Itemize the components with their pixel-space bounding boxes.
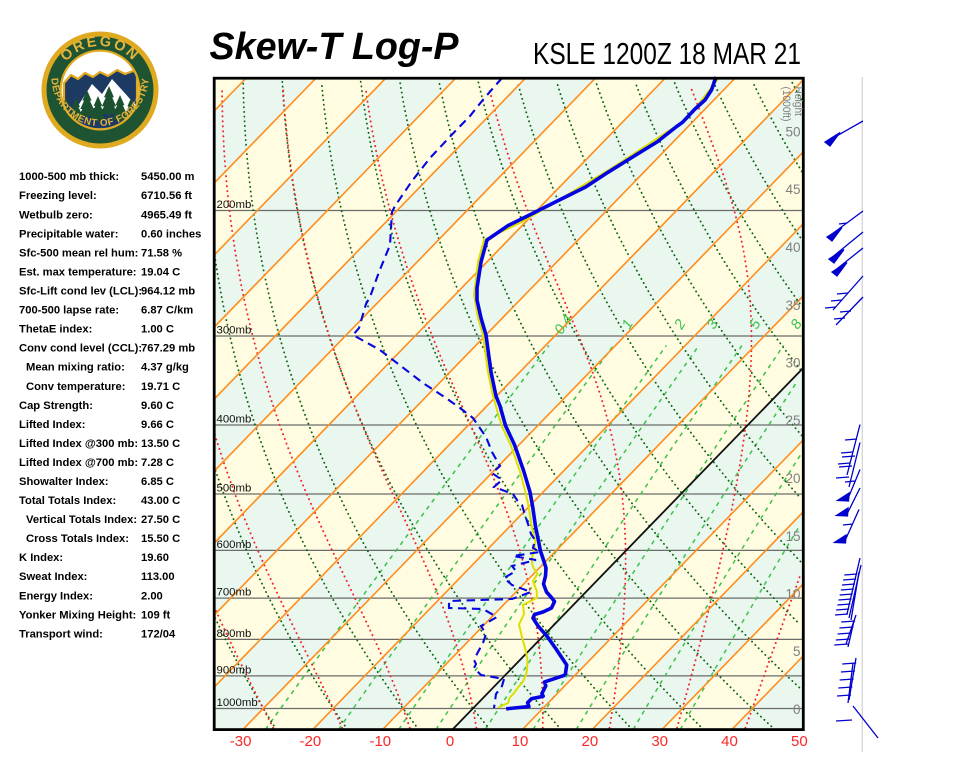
svg-text:10: 10 xyxy=(785,587,800,602)
svg-text:0: 0 xyxy=(446,733,454,750)
svg-text:27.50 C: 27.50 C xyxy=(141,514,180,526)
svg-text:2.00: 2.00 xyxy=(141,590,163,602)
svg-text:Sfc-Lift cond lev (LCL):: Sfc-Lift cond lev (LCL): xyxy=(19,286,142,298)
svg-text:Precipitable water:: Precipitable water: xyxy=(19,228,118,240)
svg-text:1000-500 mb thick:: 1000-500 mb thick: xyxy=(19,171,119,183)
svg-text:964.12 mb: 964.12 mb xyxy=(141,286,195,298)
svg-text:40: 40 xyxy=(721,733,738,750)
svg-text:7.28 C: 7.28 C xyxy=(141,457,174,469)
svg-text:900mb: 900mb xyxy=(217,665,252,677)
svg-text:-10: -10 xyxy=(369,733,391,750)
svg-text:1.00 C: 1.00 C xyxy=(141,324,174,336)
svg-text:ThetaE index:: ThetaE index: xyxy=(19,324,92,336)
svg-text:Total Totals Index:: Total Totals Index: xyxy=(19,495,116,507)
svg-text:6.85 C: 6.85 C xyxy=(141,476,174,488)
svg-text:Wetbulb zero:: Wetbulb zero: xyxy=(19,209,93,221)
svg-text:19.71 C: 19.71 C xyxy=(141,381,180,393)
svg-text:1000mb: 1000mb xyxy=(217,697,258,709)
svg-text:5: 5 xyxy=(793,644,801,659)
svg-text:Conv cond level (CCL):: Conv cond level (CCL): xyxy=(19,343,142,355)
svg-text:-30: -30 xyxy=(230,733,252,750)
svg-text:15: 15 xyxy=(785,529,800,544)
svg-text:Vertical Totals Index:: Vertical Totals Index: xyxy=(26,514,137,526)
svg-text:Freezing level:: Freezing level: xyxy=(19,190,97,202)
svg-text:30: 30 xyxy=(651,733,668,750)
svg-text:19.60: 19.60 xyxy=(141,552,169,564)
svg-text:35: 35 xyxy=(785,298,800,313)
svg-text:Sfc-500 mean rel hum:: Sfc-500 mean rel hum: xyxy=(19,247,138,259)
svg-text:40: 40 xyxy=(785,240,800,255)
svg-text:20: 20 xyxy=(785,471,800,486)
svg-text:Cross Totals Index:: Cross Totals Index: xyxy=(26,533,129,545)
svg-text:Lifted Index @700 mb:: Lifted Index @700 mb: xyxy=(19,457,138,469)
svg-text:50: 50 xyxy=(785,125,800,140)
svg-text:9.66 C: 9.66 C xyxy=(141,419,174,431)
svg-text:13.50 C: 13.50 C xyxy=(141,438,180,450)
svg-text:Yonker Mixing Height:: Yonker Mixing Height: xyxy=(19,609,136,621)
svg-text:5450.00 m: 5450.00 m xyxy=(141,171,195,183)
svg-text:500mb: 500mb xyxy=(217,483,252,495)
svg-text:300mb: 300mb xyxy=(217,325,252,337)
svg-text:Showalter Index:: Showalter Index: xyxy=(19,476,109,488)
svg-text:9.60 C: 9.60 C xyxy=(141,400,174,412)
svg-text:Energy Index:: Energy Index: xyxy=(19,590,93,602)
svg-text:4965.49 ft: 4965.49 ft xyxy=(141,209,192,221)
svg-text:800mb: 800mb xyxy=(217,628,252,640)
svg-text:6710.56 ft: 6710.56 ft xyxy=(141,190,192,202)
svg-text:700mb: 700mb xyxy=(217,587,252,599)
svg-text:19.04 C: 19.04 C xyxy=(141,266,180,278)
svg-text:-20: -20 xyxy=(300,733,322,750)
svg-text:Mean mixing ratio:: Mean mixing ratio: xyxy=(26,362,125,374)
svg-text:20: 20 xyxy=(582,733,599,750)
svg-text:Lifted Index:: Lifted Index: xyxy=(19,419,86,431)
svg-text:Conv temperature:: Conv temperature: xyxy=(26,381,125,393)
svg-text:6.87 C/km: 6.87 C/km xyxy=(141,305,193,317)
svg-text:KSLE 1200Z 18 MAR 21: KSLE 1200Z 18 MAR 21 xyxy=(533,36,801,71)
svg-text:700-500 lapse rate:: 700-500 lapse rate: xyxy=(19,305,119,317)
svg-text:4.37 g/kg: 4.37 g/kg xyxy=(141,362,189,374)
svg-text:Est. max temperature:: Est. max temperature: xyxy=(19,266,137,278)
svg-text:43.00 C: 43.00 C xyxy=(141,495,180,507)
svg-text:Lifted Index @300 mb:: Lifted Index @300 mb: xyxy=(19,438,138,450)
svg-text:45: 45 xyxy=(785,182,800,197)
svg-text:Cap Strength:: Cap Strength: xyxy=(19,400,93,412)
svg-text:(1000ft): (1000ft) xyxy=(780,87,792,122)
svg-text:30: 30 xyxy=(785,356,800,371)
svg-text:400mb: 400mb xyxy=(217,414,252,426)
svg-text:Sweat Index:: Sweat Index: xyxy=(19,571,87,583)
svg-text:767.29 mb: 767.29 mb xyxy=(141,343,195,355)
svg-text:10: 10 xyxy=(512,733,529,750)
svg-text:Skew-T Log-P: Skew-T Log-P xyxy=(210,26,460,68)
svg-text:172/04: 172/04 xyxy=(141,628,176,640)
svg-text:15.50 C: 15.50 C xyxy=(141,533,180,545)
svg-text:50: 50 xyxy=(791,733,808,750)
svg-text:K Index:: K Index: xyxy=(19,552,63,564)
svg-text:0: 0 xyxy=(793,702,801,717)
svg-text:200mb: 200mb xyxy=(217,199,252,211)
svg-text:Transport wind:: Transport wind: xyxy=(19,628,103,640)
svg-text:0.60 inches: 0.60 inches xyxy=(141,228,201,240)
svg-text:71.58 %: 71.58 % xyxy=(141,247,182,259)
svg-text:113.00: 113.00 xyxy=(141,571,175,583)
svg-text:Height: Height xyxy=(792,87,804,117)
svg-text:25: 25 xyxy=(785,413,800,428)
svg-text:600mb: 600mb xyxy=(217,539,252,551)
svg-text:109 ft: 109 ft xyxy=(141,609,170,621)
